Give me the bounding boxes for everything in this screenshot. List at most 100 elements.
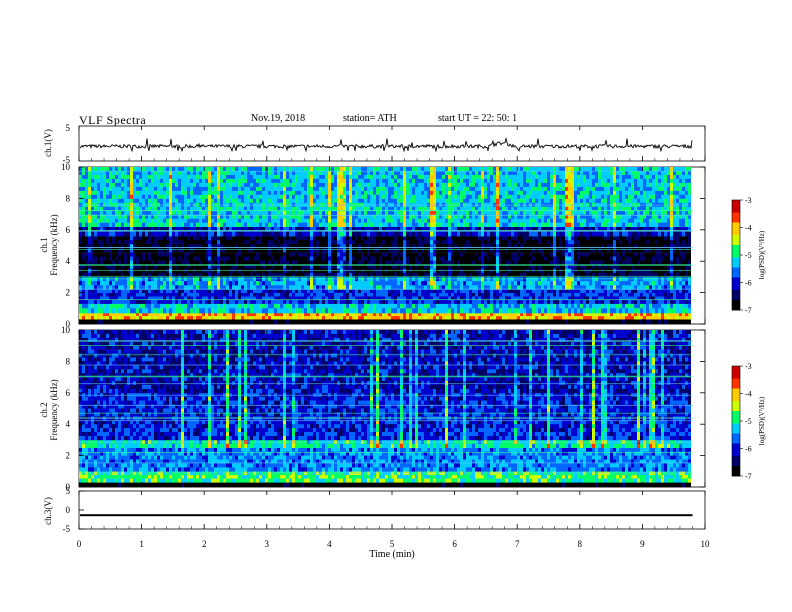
spectrogram-cell — [367, 194, 370, 200]
spectrogram-cell — [427, 231, 430, 237]
spectrogram-cell — [310, 222, 313, 227]
spectrogram-cell — [421, 222, 424, 227]
spectrogram-cell — [106, 210, 109, 216]
spectrogram-cell — [370, 260, 373, 265]
spectrogram-cell — [124, 194, 127, 200]
spectrogram-cell — [280, 256, 283, 261]
spectrogram-cell — [382, 244, 385, 249]
spectrogram-cell — [460, 171, 463, 176]
spectrogram-cell — [220, 264, 223, 270]
spectrogram-cell — [142, 222, 145, 227]
spectrogram-cell — [217, 308, 220, 314]
spectrogram-cell — [127, 218, 130, 223]
spectrogram-cell — [133, 236, 136, 241]
spectrogram-cell — [151, 218, 154, 223]
spectrogram-cell — [343, 222, 346, 227]
spectrogram-cell — [214, 289, 217, 294]
spectrogram-cell — [385, 285, 388, 290]
spectrogram-cell — [109, 206, 112, 212]
spectrogram-cell — [454, 256, 457, 261]
spectrogram-cell — [265, 289, 268, 294]
spectrogram-cell — [391, 313, 394, 317]
spectrogram-cell — [250, 296, 253, 301]
spectrogram-cell — [388, 178, 391, 184]
spectrogram-cell — [175, 231, 178, 237]
spectrogram-cell — [103, 244, 106, 249]
spectrogram-cell — [205, 296, 208, 301]
spectrogram-cell — [445, 296, 448, 301]
spectrogram-cell — [121, 244, 124, 249]
spectrogram-cell — [355, 293, 358, 297]
spectrogram-cell — [142, 240, 145, 245]
spectrogram-cell — [367, 319, 370, 325]
spectrogram-cell — [325, 272, 328, 278]
spectrogram-cell — [172, 248, 175, 253]
spectrogram-cell — [241, 206, 244, 212]
spectrogram-cell — [151, 293, 154, 297]
spectrogram-cell — [316, 231, 319, 237]
spectrogram-cell — [310, 178, 313, 184]
spectrogram-cell — [151, 296, 154, 301]
spectrogram-cell — [310, 194, 313, 200]
spectrogram-cell — [415, 240, 418, 245]
spectrogram-cell — [190, 285, 193, 290]
spectrogram-cell — [238, 268, 241, 274]
spectrogram-cell — [118, 303, 121, 309]
spectrogram-cell — [352, 240, 355, 245]
spectrogram-cell — [202, 296, 205, 301]
spectrogram-cell — [232, 308, 235, 314]
spectrogram-cell — [379, 194, 382, 200]
spectrogram-cell — [355, 198, 358, 204]
spectrogram-cell — [265, 293, 268, 297]
spectrogram-cell — [349, 198, 352, 204]
spectrogram-cell — [424, 167, 427, 172]
spectrogram-cell — [382, 175, 385, 180]
spectrogram-cell — [412, 178, 415, 184]
spectrogram-cell — [112, 285, 115, 290]
spectrogram-cell — [184, 244, 187, 249]
spectrogram-cell — [301, 198, 304, 204]
spectrogram-cell — [181, 198, 184, 204]
spectrogram-cell — [217, 167, 220, 172]
spectrogram-cell — [157, 272, 160, 278]
spectrogram-cell — [211, 194, 214, 200]
spectrogram-cell — [340, 182, 343, 188]
spectrogram-cell — [199, 182, 202, 188]
spectrogram-cell — [142, 319, 145, 325]
spectrogram-cell — [235, 218, 238, 223]
spectrogram-cell — [373, 222, 376, 227]
spectrogram-cell — [286, 198, 289, 204]
spectrogram-cell — [430, 268, 433, 274]
spectrogram-cell — [196, 226, 199, 232]
spectrogram-cell — [169, 252, 172, 257]
spectrogram-cell — [136, 248, 139, 253]
spectrogram-cell — [265, 281, 268, 286]
spectrogram-cell — [199, 316, 202, 320]
spectrogram-cell — [442, 206, 445, 212]
spectrogram-cell — [400, 206, 403, 212]
spectrogram-cell — [355, 285, 358, 290]
spectrogram-cell — [250, 289, 253, 294]
spectrogram-cell — [232, 252, 235, 257]
spectrogram-cell — [436, 248, 439, 253]
spectrogram-cell — [238, 308, 241, 314]
spectrogram-cell — [103, 206, 106, 212]
spectrogram-cell — [250, 190, 253, 196]
spectrogram-cell — [205, 272, 208, 278]
spectrogram-cell — [199, 218, 202, 223]
spectrogram-cell — [271, 313, 274, 317]
spectrogram-cell — [346, 222, 349, 227]
spectrogram-cell — [322, 296, 325, 301]
spectrogram-cell — [229, 303, 232, 309]
spectrogram-cell — [307, 300, 310, 304]
spectrogram-cell — [169, 289, 172, 294]
spectrogram-cell — [163, 178, 166, 184]
spectrogram-cell — [418, 226, 421, 232]
spectrogram-cell — [424, 300, 427, 304]
spectrogram-cell — [373, 300, 376, 304]
spectrogram-cell — [106, 240, 109, 245]
spectrogram-cell — [355, 231, 358, 237]
spectrogram-cell — [223, 222, 226, 227]
spectrogram-cell — [454, 289, 457, 294]
